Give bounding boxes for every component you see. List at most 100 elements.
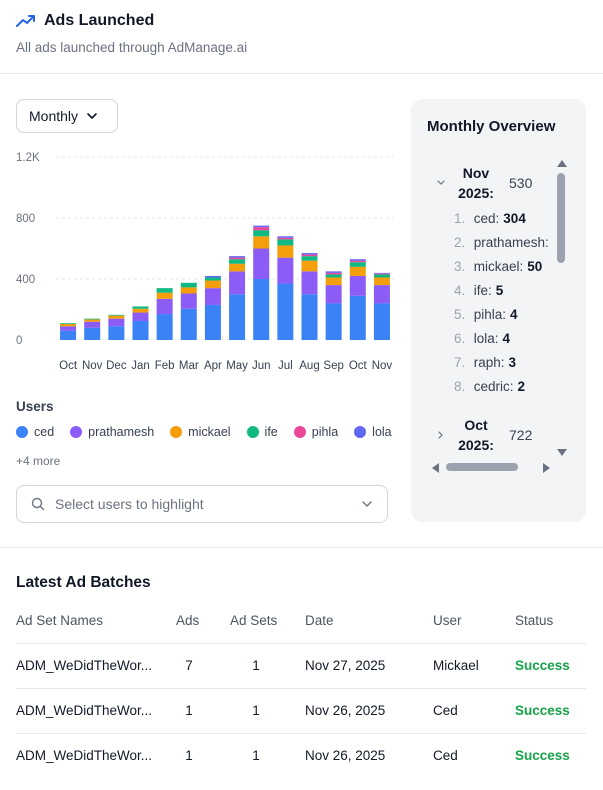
bar-segment-ife[interactable] xyxy=(108,314,125,316)
bar-segment-ife[interactable] xyxy=(253,230,270,237)
bar-segment-ced[interactable] xyxy=(108,326,125,340)
scroll-right-arrow[interactable] xyxy=(543,463,550,473)
legend-item-ife[interactable]: ife xyxy=(246,425,278,439)
bar-segment-lola[interactable] xyxy=(277,236,294,238)
bar-segment-pihla[interactable] xyxy=(325,272,342,275)
bar-segment-prathamesh[interactable] xyxy=(204,288,221,305)
scroll-up-arrow[interactable] xyxy=(557,160,567,167)
bar-segment-ced[interactable] xyxy=(229,294,246,340)
bar-segment-mickael[interactable] xyxy=(204,280,221,289)
bar-segment-mickael[interactable] xyxy=(325,277,342,286)
bar-segment-lola[interactable] xyxy=(373,272,390,274)
month-header[interactable]: Nov 2025: 530 xyxy=(431,163,532,203)
bar-segment-prathamesh[interactable] xyxy=(156,298,173,315)
bar-segment-prathamesh[interactable] xyxy=(84,321,101,328)
legend-item-ced[interactable]: ced xyxy=(16,425,54,439)
bar-segment-lola[interactable] xyxy=(325,271,342,273)
chevron-down-icon[interactable] xyxy=(431,179,451,187)
bar-segment-pihla[interactable] xyxy=(229,257,246,260)
legend-more-link[interactable]: +4 more xyxy=(16,454,61,468)
legend-item-mickael[interactable]: mickael xyxy=(170,425,231,439)
bar-segment-ced[interactable] xyxy=(301,294,318,340)
table-row[interactable]: ADM_WeDidTheWor... 1 1 Nov 26, 2025 Ced … xyxy=(16,689,586,734)
bar-segment-mickael[interactable] xyxy=(349,266,366,276)
table-row[interactable]: ADM_WeDidTheWor... 7 1 Nov 27, 2025 Mick… xyxy=(16,644,586,689)
bar-segment-ife[interactable] xyxy=(373,274,390,278)
highlight-users-select[interactable]: Select users to highlight xyxy=(16,485,388,523)
column-header-ads[interactable]: Ads xyxy=(176,613,200,628)
bar-segment-ced[interactable] xyxy=(253,279,270,340)
column-header-date[interactable]: Date xyxy=(305,613,334,628)
bar-segment-mickael[interactable] xyxy=(156,292,173,299)
bar-segment-lola[interactable] xyxy=(253,225,270,228)
bar-segment-prathamesh[interactable] xyxy=(277,257,294,284)
bar-segment-ced[interactable] xyxy=(156,314,173,340)
column-header-status[interactable]: Status xyxy=(515,613,554,628)
period-select[interactable]: Monthly xyxy=(16,99,118,133)
chevron-right-icon[interactable] xyxy=(431,430,451,440)
bar-segment-prathamesh[interactable] xyxy=(301,271,318,295)
month-header[interactable]: Oct 2025: 722 xyxy=(431,415,532,455)
vertical-scrollbar-thumb[interactable] xyxy=(557,173,565,263)
bar-segment-lola[interactable] xyxy=(229,256,246,258)
bar-segment-lola[interactable] xyxy=(204,275,221,278)
bar-segment-mickael[interactable] xyxy=(253,236,270,249)
bar-segment-prathamesh[interactable] xyxy=(60,326,77,331)
bar-segment-ced[interactable] xyxy=(277,283,294,340)
bar-segment-pihla[interactable] xyxy=(277,237,294,240)
bar-segment-ife[interactable] xyxy=(229,259,246,264)
bar-segment-ife[interactable] xyxy=(301,256,318,261)
bar-segment-ced[interactable] xyxy=(84,327,101,340)
column-header-ad-sets[interactable]: Ad Sets xyxy=(230,613,278,628)
bar-segment-ife[interactable] xyxy=(349,262,366,267)
bar-segment-mickael[interactable] xyxy=(60,323,77,327)
legend-item-prathamesh[interactable]: prathamesh xyxy=(70,425,154,439)
scroll-left-arrow[interactable] xyxy=(432,463,439,473)
bar-segment-ife[interactable] xyxy=(180,282,197,288)
bar-segment-ife[interactable] xyxy=(156,288,173,293)
scroll-down-arrow[interactable] xyxy=(557,449,567,456)
bar-segment-ife[interactable] xyxy=(132,306,149,309)
bar-segment-mickael[interactable] xyxy=(301,260,318,272)
bar-segment-mickael[interactable] xyxy=(180,287,197,294)
bar-segment-prathamesh[interactable] xyxy=(253,248,270,280)
column-header-user[interactable]: User xyxy=(433,613,462,628)
bar-segment-prathamesh[interactable] xyxy=(349,275,366,296)
bar-segment-ced[interactable] xyxy=(180,308,197,340)
legend-item-lola[interactable]: lola xyxy=(354,425,392,439)
bar-segment-pihla[interactable] xyxy=(301,254,318,257)
bar-segment-ced[interactable] xyxy=(349,295,366,340)
bar-segment-prathamesh[interactable] xyxy=(132,312,149,321)
bar-segment-mickael[interactable] xyxy=(277,245,294,258)
horizontal-scrollbar-thumb[interactable] xyxy=(446,463,518,471)
bar-segment-mickael[interactable] xyxy=(229,263,246,272)
bar-segment-ced[interactable] xyxy=(325,303,342,340)
bar-segment-ife[interactable] xyxy=(325,274,342,278)
bar-segment-ife[interactable] xyxy=(84,318,101,320)
bar-segment-ife[interactable] xyxy=(204,277,221,281)
bar-segment-ced[interactable] xyxy=(204,304,221,340)
bar-segment-mickael[interactable] xyxy=(84,319,101,322)
bar-segment-ced[interactable] xyxy=(132,320,149,340)
bar-segment-ced[interactable] xyxy=(60,330,77,340)
bar-segment-prathamesh[interactable] xyxy=(229,271,246,295)
monthly-overview-list[interactable]: Nov 2025: 530 1. ced: 304 2. prathamesh: … xyxy=(411,157,561,457)
bar-segment-mickael[interactable] xyxy=(108,315,125,319)
bar-segment-pihla[interactable] xyxy=(349,260,366,263)
bar-segment-prathamesh[interactable] xyxy=(108,318,125,327)
bar-segment-prathamesh[interactable] xyxy=(180,293,197,309)
column-header-ad-set-names[interactable]: Ad Set Names xyxy=(16,613,104,628)
bar-segment-lola[interactable] xyxy=(301,253,318,255)
bar-segment-ife[interactable] xyxy=(277,239,294,246)
bar-segment-prathamesh[interactable] xyxy=(373,285,390,304)
bar-segment-lola[interactable] xyxy=(349,259,366,261)
bar-segment-pihla[interactable] xyxy=(373,273,390,275)
bar-segment-mickael[interactable] xyxy=(373,277,390,286)
legend-item-pihla[interactable]: pihla xyxy=(293,425,338,439)
bar-segment-prathamesh[interactable] xyxy=(325,285,342,304)
bar-segment-ced[interactable] xyxy=(373,303,390,340)
bar-segment-mickael[interactable] xyxy=(132,308,149,313)
bar-segment-pihla[interactable] xyxy=(253,227,270,231)
bar-segment-ife[interactable] xyxy=(60,323,77,324)
table-row[interactable]: ADM_WeDidTheWor... 1 1 Nov 26, 2025 Ced … xyxy=(16,734,586,779)
